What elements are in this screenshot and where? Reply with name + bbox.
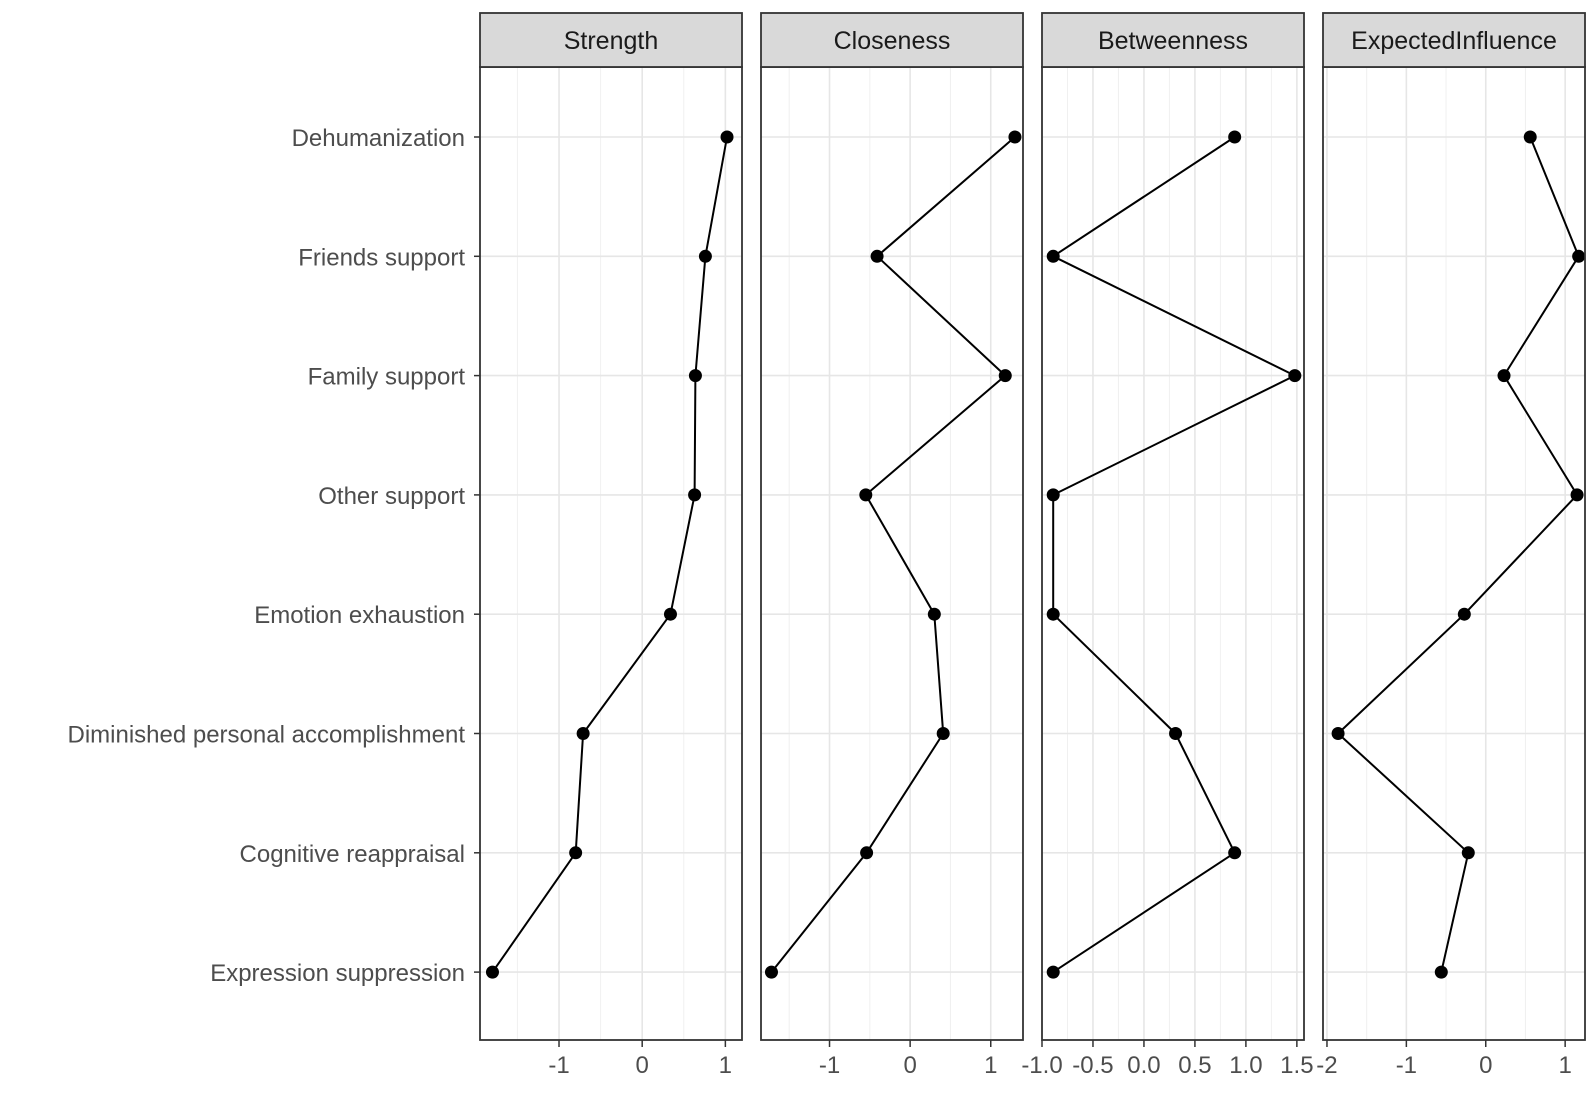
x-tick-label: 0.0 bbox=[1127, 1052, 1160, 1079]
strip-label-expectedinfluence: ExpectedInfluence bbox=[1351, 27, 1557, 55]
strip-label-closeness: Closeness bbox=[834, 27, 951, 55]
data-point-strength-emotion-exhaustion bbox=[663, 607, 677, 621]
x-tick-label: 0 bbox=[903, 1052, 916, 1079]
data-point-expectedinfluence-emotion-exhaustion bbox=[1457, 607, 1471, 621]
data-point-betweenness-expression-suppression bbox=[1046, 965, 1060, 979]
x-tick-label: 1 bbox=[719, 1052, 732, 1079]
category-label-diminished-personal-accomplishment: Diminished personal accomplishment bbox=[67, 722, 465, 749]
strip-label-strength: Strength bbox=[564, 27, 659, 55]
data-point-closeness-cognitive-reappraisal bbox=[860, 846, 874, 860]
panel-background bbox=[480, 67, 742, 1040]
panel-background bbox=[1042, 67, 1304, 1040]
data-point-closeness-expression-suppression bbox=[764, 965, 778, 979]
category-label-emotion-exhaustion: Emotion exhaustion bbox=[254, 602, 465, 629]
data-point-strength-cognitive-reappraisal bbox=[569, 846, 583, 860]
data-point-betweenness-friends-support bbox=[1046, 249, 1060, 263]
data-point-betweenness-cognitive-reappraisal bbox=[1228, 846, 1242, 860]
strip-header bbox=[479, 12, 743, 68]
data-point-strength-diminished-personal-accomplishment bbox=[576, 727, 590, 740]
strip-header bbox=[1322, 12, 1586, 68]
panel-closeness: Closeness -1 0 1 bbox=[760, 12, 1024, 1079]
data-point-expectedinfluence-dehumanization bbox=[1523, 130, 1537, 144]
category-axis: Dehumanization Friends support Family supp… bbox=[67, 125, 480, 987]
x-tick-label: -2 bbox=[1316, 1052, 1337, 1079]
series-line-closeness bbox=[770, 136, 1016, 973]
data-point-strength-family-support bbox=[688, 369, 702, 383]
x-tick-label: 0.5 bbox=[1178, 1052, 1211, 1079]
category-label-other-support: Other support bbox=[318, 483, 465, 510]
x-tick-label: -0.5 bbox=[1072, 1052, 1113, 1079]
data-point-strength-friends-support bbox=[698, 249, 712, 263]
data-point-strength-dehumanization bbox=[720, 130, 734, 144]
x-tick-label: -1 bbox=[548, 1052, 569, 1079]
panel-expectedinfluence: ExpectedInfluence -2 -1 0 1 bbox=[1316, 12, 1586, 1079]
series-line-expectedinfluence bbox=[1337, 136, 1580, 973]
data-point-expectedinfluence-family-support bbox=[1497, 369, 1511, 383]
category-label-dehumanization: Dehumanization bbox=[292, 125, 465, 152]
panel-background bbox=[1323, 67, 1585, 1040]
data-point-closeness-emotion-exhaustion bbox=[927, 607, 941, 621]
data-point-strength-other-support bbox=[688, 488, 702, 502]
strip-header bbox=[760, 12, 1024, 68]
series-line-betweenness bbox=[1052, 136, 1296, 973]
strip-header bbox=[1041, 12, 1305, 68]
data-point-betweenness-dehumanization bbox=[1228, 130, 1242, 144]
data-point-expectedinfluence-diminished-personal-accomplishment bbox=[1331, 727, 1345, 740]
data-point-expectedinfluence-friends-support bbox=[1572, 249, 1586, 263]
series-line-strength bbox=[491, 136, 728, 973]
data-point-expectedinfluence-expression-suppression bbox=[1434, 965, 1448, 979]
x-tick-label: -1.0 bbox=[1021, 1052, 1062, 1079]
x-tick-label: 1.0 bbox=[1229, 1052, 1262, 1079]
data-point-strength-expression-suppression bbox=[485, 965, 499, 979]
data-point-betweenness-emotion-exhaustion bbox=[1046, 607, 1060, 621]
category-label-family-support: Family support bbox=[308, 364, 466, 391]
x-tick-label: 0 bbox=[636, 1052, 649, 1079]
facet-panels: Strength -1 0 1 Closeness -1 0 1 Betweenness -1.0… bbox=[479, 12, 1586, 1079]
panel-betweenness: Betweenness -1.0 -0.5 0.0 0.5 1.0 1.5 bbox=[1021, 12, 1314, 1079]
panel-background bbox=[761, 67, 1023, 1040]
data-point-closeness-other-support bbox=[859, 488, 873, 502]
data-point-betweenness-other-support bbox=[1046, 488, 1060, 502]
x-tick-label: -1 bbox=[1396, 1052, 1417, 1079]
category-label-friends-support: Friends support bbox=[298, 244, 465, 271]
x-tick-label: -1 bbox=[819, 1052, 840, 1079]
panel-strength: Strength -1 0 1 bbox=[479, 12, 743, 1079]
data-point-expectedinfluence-other-support bbox=[1570, 488, 1584, 502]
x-tick-label: 0 bbox=[1479, 1052, 1492, 1079]
strip-label-betweenness: Betweenness bbox=[1098, 27, 1248, 55]
data-point-closeness-dehumanization bbox=[1008, 130, 1022, 144]
data-point-closeness-family-support bbox=[998, 369, 1012, 383]
x-tick-label: 1 bbox=[1558, 1052, 1571, 1079]
data-point-betweenness-diminished-personal-accomplishment bbox=[1169, 727, 1183, 740]
data-point-betweenness-family-support bbox=[1288, 369, 1302, 383]
x-tick-label: 1 bbox=[984, 1052, 997, 1079]
category-label-cognitive-reappraisal: Cognitive reappraisal bbox=[240, 841, 465, 868]
data-point-expectedinfluence-cognitive-reappraisal bbox=[1461, 846, 1475, 860]
data-point-closeness-friends-support bbox=[870, 249, 884, 263]
category-label-expression-suppression: Expression suppression bbox=[210, 960, 465, 987]
data-point-closeness-diminished-personal-accomplishment bbox=[936, 727, 950, 740]
x-tick-label: 1.5 bbox=[1280, 1052, 1313, 1079]
